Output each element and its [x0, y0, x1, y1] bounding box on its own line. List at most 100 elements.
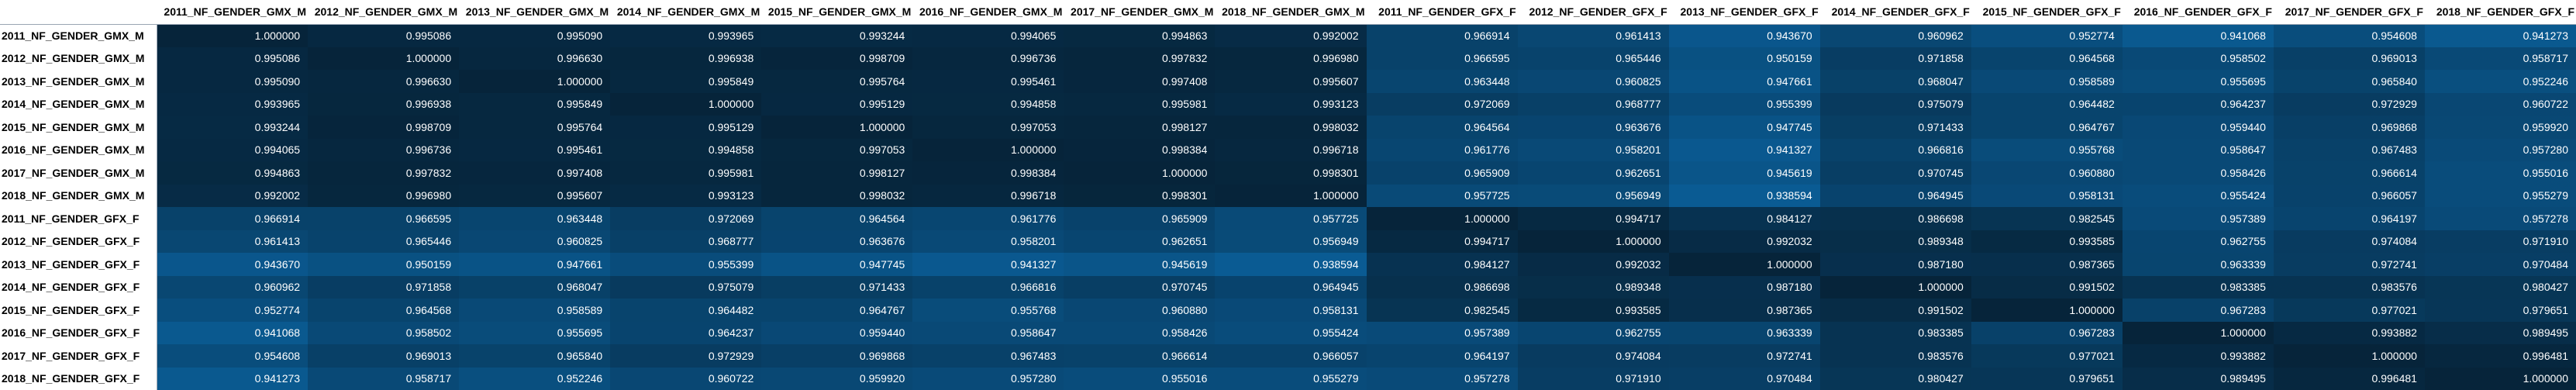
heatmap-cell: 0.957389: [2122, 207, 2274, 230]
heatmap-cell: 0.984127: [1366, 253, 1518, 276]
heatmap-cell: 0.958201: [1517, 138, 1669, 161]
heatmap-cell: 0.972741: [2273, 253, 2425, 276]
row-header: 2018_NF_GENDER_GFX_F: [0, 367, 157, 390]
heatmap-cell: 1.000000: [308, 47, 460, 70]
column-header: 2013_NF_GENDER_GMX_M: [459, 0, 611, 25]
heatmap-cell: 0.998032: [761, 184, 913, 207]
heatmap-cell: 0.964482: [610, 299, 762, 322]
heatmap-cell: 0.960962: [157, 275, 309, 299]
heatmap-cell: 0.965909: [1366, 161, 1518, 185]
heatmap-cell: 0.993585: [1517, 299, 1669, 322]
heatmap-cell: 0.969868: [2273, 116, 2425, 139]
heatmap-cell: 0.963448: [459, 207, 611, 230]
heatmap-cell: 0.998709: [308, 116, 460, 139]
heatmap-cell: 0.971433: [761, 275, 913, 299]
heatmap-cell: 0.994717: [1366, 230, 1518, 253]
heatmap-cell: 0.964945: [1215, 275, 1367, 299]
heatmap-cell: 0.989495: [2122, 367, 2274, 390]
heatmap-cell: 0.966057: [1215, 344, 1367, 368]
heatmap-cell: 0.952246: [2424, 70, 2576, 93]
heatmap-cell: 0.947661: [1668, 70, 1820, 93]
heatmap-cell: 0.964197: [2273, 207, 2425, 230]
heatmap-cell: 0.947745: [1668, 116, 1820, 139]
heatmap-cell: 0.941068: [2122, 24, 2274, 47]
column-header: 2013_NF_GENDER_GFX_F: [1668, 0, 1820, 25]
heatmap-cell: 0.955768: [1971, 138, 2123, 161]
heatmap-cell: 0.955279: [2424, 184, 2576, 207]
heatmap-cell: 0.965840: [2273, 70, 2425, 93]
table-row: 2014_NF_GENDER_GMX_M 0.993965 0.996938 0.99…: [0, 92, 2576, 116]
heatmap-cell: 0.996481: [2424, 344, 2576, 368]
heatmap-cell: 0.963448: [1366, 70, 1518, 93]
heatmap-cell: 0.964568: [1971, 47, 2123, 70]
heatmap-cell: 0.960880: [1971, 161, 2123, 185]
heatmap-cell: 0.962651: [1064, 230, 1216, 253]
heatmap-cell: 0.958717: [2424, 47, 2576, 70]
heatmap-cell: 0.955399: [1668, 92, 1820, 116]
heatmap-cell: 0.962755: [2122, 230, 2274, 253]
heatmap-cell: 0.958717: [308, 367, 460, 390]
column-header: 2012_NF_GENDER_GMX_M: [308, 0, 460, 25]
heatmap-cell: 0.960825: [1517, 70, 1669, 93]
heatmap-cell: 0.974084: [1517, 344, 1669, 368]
heatmap-cell: 0.958131: [1971, 184, 2123, 207]
table-row: 2013_NF_GENDER_GMX_M 0.995090 0.996630 1.00…: [0, 70, 2576, 93]
heatmap-cell: 1.000000: [912, 138, 1064, 161]
heatmap-cell: 0.983576: [2273, 275, 2425, 299]
heatmap-cell: 0.970745: [1819, 161, 1971, 185]
heatmap-cell: 0.997053: [912, 116, 1064, 139]
heatmap-cell: 1.000000: [1366, 207, 1518, 230]
heatmap-cell: 0.958589: [1971, 70, 2123, 93]
table-row: 2017_NF_GENDER_GMX_M 0.994863 0.997832 0.99…: [0, 161, 2576, 185]
heatmap-cell: 0.972929: [2273, 92, 2425, 116]
heatmap-cell: 0.995090: [157, 70, 309, 93]
heatmap-cell: 0.967283: [2122, 299, 2274, 322]
heatmap-cell: 0.995764: [459, 116, 611, 139]
heatmap-cell: 0.961413: [157, 230, 309, 253]
table-row: 2014_NF_GENDER_GFX_F 0.960962 0.971858 0.96…: [0, 275, 2576, 299]
heatmap-cell: 1.000000: [1668, 253, 1820, 276]
heatmap-cell: 0.966057: [2273, 184, 2425, 207]
heatmap-cell: 0.966816: [912, 275, 1064, 299]
table-row: 2013_NF_GENDER_GFX_F 0.943670 0.950159 0.94…: [0, 253, 2576, 276]
heatmap-cell: 0.998384: [912, 161, 1064, 185]
heatmap-cell: 0.984127: [1668, 207, 1820, 230]
heatmap-cell: 0.952774: [1971, 24, 2123, 47]
heatmap-cell: 0.967483: [912, 344, 1064, 368]
row-header: 2011_NF_GENDER_GFX_F: [0, 207, 157, 230]
heatmap-cell: 0.941068: [157, 321, 309, 344]
heatmap-cell: 0.964564: [761, 207, 913, 230]
heatmap-cell: 0.947661: [459, 253, 611, 276]
heatmap-cell: 0.971910: [1517, 367, 1669, 390]
heatmap-cell: 0.998301: [1215, 161, 1367, 185]
heatmap-cell: 0.993123: [1215, 92, 1367, 116]
heatmap-cell: 1.000000: [157, 24, 309, 47]
heatmap-cell: 0.941273: [2424, 24, 2576, 47]
heatmap-cell: 0.941327: [1668, 138, 1820, 161]
heatmap-cell: 0.993965: [157, 92, 309, 116]
heatmap-cell: 0.987180: [1819, 253, 1971, 276]
heatmap-cell: 0.960825: [459, 230, 611, 253]
heatmap-cell: 0.987365: [1971, 253, 2123, 276]
row-header: 2011_NF_GENDER_GMX_M: [0, 24, 157, 47]
heatmap-cell: 0.960722: [610, 367, 762, 390]
heatmap-cell: 0.982545: [1971, 207, 2123, 230]
heatmap-cell: 0.955399: [610, 253, 762, 276]
row-header: 2018_NF_GENDER_GMX_M: [0, 184, 157, 207]
heatmap-cell: 0.995849: [459, 92, 611, 116]
heatmap-cell: 0.958647: [912, 321, 1064, 344]
heatmap-cell: 0.995607: [1215, 70, 1367, 93]
heatmap-cell: 0.986698: [1366, 275, 1518, 299]
heatmap-cell: 0.961776: [1366, 138, 1518, 161]
heatmap-cell: 0.996481: [2273, 367, 2425, 390]
heatmap-cell: 0.960722: [2424, 92, 2576, 116]
heatmap-cell: 0.979651: [2424, 299, 2576, 322]
column-header: 2016_NF_GENDER_GFX_F: [2122, 0, 2274, 25]
row-header: 2013_NF_GENDER_GFX_F: [0, 253, 157, 276]
heatmap-cell: 0.963339: [2122, 253, 2274, 276]
heatmap-cell: 0.959440: [2122, 116, 2274, 139]
heatmap-cell: 0.958502: [2122, 47, 2274, 70]
heatmap-cell: 0.958201: [912, 230, 1064, 253]
heatmap-cell: 0.996736: [912, 47, 1064, 70]
heatmap-cell: 0.962755: [1517, 321, 1669, 344]
